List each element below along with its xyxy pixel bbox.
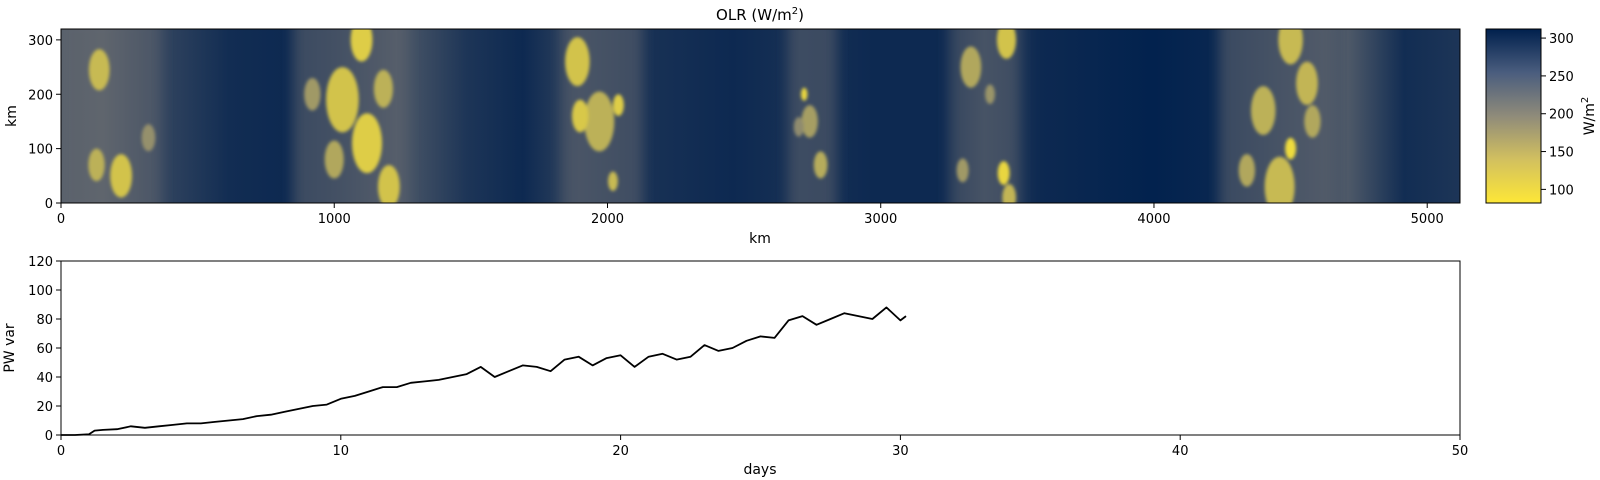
line-x-axis: 0 10 20 30 40 50 — [57, 435, 1468, 459]
heatmap-xtick-label-5: 5000 — [1411, 212, 1444, 227]
heatmap-xtick-label-0: 0 — [57, 212, 65, 227]
heatmap-image — [61, 29, 1460, 203]
cloud-cluster-20 — [960, 46, 982, 88]
cloud-cluster-14 — [612, 94, 624, 116]
line-xtick-label-5: 50 — [1452, 444, 1469, 459]
cloud-cluster-23 — [1002, 183, 1016, 203]
cloud-cluster-3 — [141, 124, 156, 152]
cloud-cluster-25 — [985, 84, 995, 105]
colorbar-ticks: 100 150 200 250 300 — [1541, 32, 1574, 198]
cloud-cluster-5 — [352, 113, 383, 174]
pw-var-line-panel: 0 10 20 30 40 50 0 20 40 60 80 100 120 days PW var — [2, 255, 1468, 478]
cloud-cluster-7 — [377, 164, 400, 203]
heatmap-x-axis: 0 1000 2000 3000 4000 5000 — [57, 203, 1444, 227]
colorbar-scale — [1485, 28, 1542, 204]
heatmap-xtick-label-2: 2000 — [591, 212, 624, 227]
heatmap-y-label: km — [4, 105, 20, 127]
colorbar-tick-label-3: 250 — [1549, 70, 1574, 85]
cloud-cluster-11 — [565, 37, 590, 87]
cloud-cluster-31 — [1285, 137, 1297, 160]
colorbar-tick-label-0: 100 — [1549, 183, 1574, 198]
line-ytick-label-2: 40 — [36, 371, 53, 386]
cloud-cluster-21 — [996, 29, 1016, 59]
cloud-cluster-12 — [584, 91, 615, 152]
cloud-cluster-2 — [88, 148, 105, 182]
cloud-cluster-28 — [1264, 156, 1295, 203]
cloud-cluster-22 — [997, 161, 1010, 186]
heatmap-title: OLR (W/m2) — [716, 6, 804, 24]
line-x-label: days — [743, 462, 776, 478]
heatmap-ytick-label-2: 200 — [28, 88, 53, 103]
line-xtick-label-3: 30 — [892, 444, 909, 459]
line-xtick-label-0: 0 — [57, 444, 65, 459]
colorbar: 100 150 200 250 300 W/m2 — [1485, 28, 1598, 204]
colorbar-tick-label-1: 150 — [1549, 146, 1574, 161]
line-ytick-label-1: 20 — [36, 400, 53, 415]
line-ytick-label-0: 0 — [45, 429, 53, 444]
line-xtick-label-1: 10 — [333, 444, 350, 459]
colorbar-tick-label-2: 200 — [1549, 108, 1574, 123]
line-ytick-label-5: 100 — [28, 284, 53, 299]
olr-heatmap-panel: OLR (W/m2) 0 1000 2000 3000 4000 5000 0 100 200… — [4, 6, 1461, 247]
heatmap-ytick-label-0: 0 — [45, 197, 53, 212]
cloud-cluster-19 — [800, 87, 808, 101]
heatmap-ytick-label-3: 300 — [28, 34, 53, 49]
cloud-cluster-32 — [1304, 105, 1321, 138]
cloud-cluster-6 — [350, 29, 373, 62]
cloud-cluster-26 — [1250, 86, 1276, 136]
heatmap-xtick-label-3: 3000 — [864, 212, 897, 227]
heatmap-xtick-label-1: 1000 — [318, 212, 351, 227]
cloud-cluster-1 — [110, 154, 133, 198]
cloud-cluster-24 — [956, 158, 969, 183]
cloud-cluster-17 — [813, 151, 828, 179]
heatmap-ytick-label-1: 100 — [28, 143, 53, 158]
convective-band-0 — [61, 29, 163, 203]
line-ytick-label-4: 80 — [36, 313, 53, 328]
colorbar-label: W/m2 — [1580, 97, 1598, 136]
line-plot-frame — [60, 260, 1461, 436]
cloud-cluster-8 — [373, 69, 393, 108]
line-y-label: PW var — [2, 323, 18, 373]
cloud-cluster-15 — [608, 171, 618, 192]
cloud-cluster-0 — [88, 49, 110, 91]
cloud-cluster-13 — [571, 99, 589, 133]
heatmap-frame — [60, 28, 1461, 204]
line-ytick-label-3: 60 — [36, 342, 53, 357]
pw-var-series-line — [61, 306, 907, 436]
cloud-cluster-16 — [801, 105, 818, 138]
line-ytick-label-6: 120 — [28, 255, 53, 270]
cloud-cluster-4 — [326, 67, 359, 133]
heatmap-xtick-label-4: 4000 — [1137, 212, 1170, 227]
cloud-cluster-29 — [1238, 154, 1256, 187]
heatmap-x-label: km — [749, 231, 771, 247]
colorbar-tick-label-4: 300 — [1549, 32, 1574, 47]
heatmap-y-axis: 0 100 200 300 — [28, 34, 61, 212]
line-y-axis: 0 20 40 60 80 100 120 — [28, 255, 61, 444]
cloud-cluster-10 — [304, 77, 321, 111]
heatmap-clusters — [88, 29, 1321, 203]
cloud-cluster-9 — [324, 140, 344, 179]
cloud-cluster-18 — [793, 117, 804, 137]
cloud-cluster-30 — [1278, 29, 1303, 65]
cloud-cluster-27 — [1296, 61, 1318, 106]
line-xtick-label-4: 40 — [1172, 444, 1189, 459]
line-xtick-label-2: 20 — [612, 444, 629, 459]
